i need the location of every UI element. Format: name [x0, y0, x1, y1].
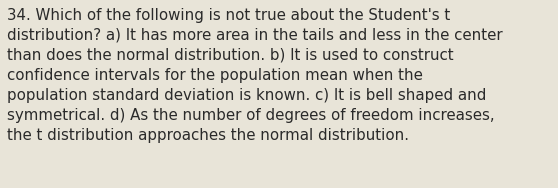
Text: 34. Which of the following is not true about the Student's t
distribution? a) It: 34. Which of the following is not true a…: [7, 8, 503, 143]
